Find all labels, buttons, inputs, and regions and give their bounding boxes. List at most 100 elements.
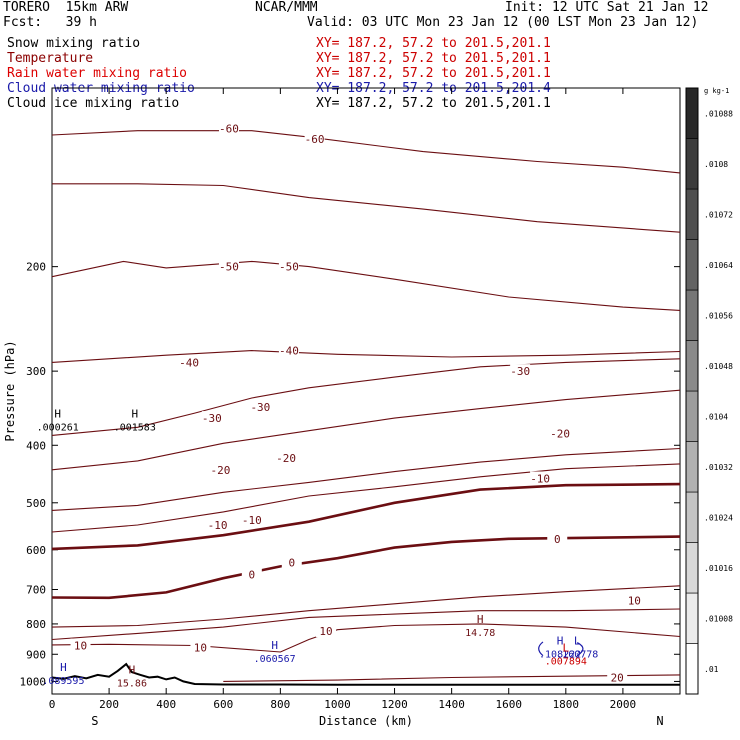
contour-label-bg <box>276 450 297 464</box>
temperature-contour-label: 10 <box>74 640 87 653</box>
x-tick-label: 0 <box>49 698 56 711</box>
field-name-temperature: Temperature <box>7 51 94 66</box>
temperature-contour-m20 <box>51 389 681 471</box>
colorbar-label: .0108 <box>704 160 728 169</box>
y-tick-label: 500 <box>26 497 46 510</box>
y-tick-label: 800 <box>26 618 46 631</box>
colorbar-label: .01016 <box>704 564 733 573</box>
extremum-marker: H <box>54 408 61 421</box>
cloud-water-contour <box>538 641 544 657</box>
colorbar-segment <box>685 138 699 190</box>
x-tick-label: 2000 <box>610 698 637 711</box>
contour-label-bg <box>190 640 211 654</box>
temperature-contour-label: -60 <box>219 122 239 135</box>
colorbar-label: .01048 <box>704 362 733 371</box>
y-tick-label: 900 <box>26 648 46 661</box>
extremum-value: .007894 <box>545 657 587 668</box>
temperature-contour-m60 <box>52 183 681 233</box>
colorbar-segment <box>685 289 699 341</box>
contour-label-bg <box>547 531 568 545</box>
contour-label-bg <box>530 471 551 485</box>
contour-label-bg <box>210 462 231 476</box>
y-tick-label: 200 <box>26 261 46 274</box>
extremum-value: .089595 <box>42 676 84 687</box>
terrain-line <box>51 662 680 686</box>
extremum-marker: H <box>271 639 278 652</box>
field-xy-temperature: XY= 187.2, 57.2 to 201.5,201.1 <box>316 51 551 66</box>
contour-label-bg <box>304 132 325 146</box>
temperature-contour-10 <box>51 623 681 653</box>
temperature-contour-m10 <box>51 447 681 511</box>
temperature-contour-label: -10 <box>242 514 262 527</box>
extremum-marker: H <box>557 634 564 647</box>
extremum-value: .001583 <box>114 423 156 434</box>
x-tick-label: 1000 <box>324 698 351 711</box>
temperature-contour-m30 <box>51 358 681 436</box>
temperature-contour-label: 0 <box>288 556 295 569</box>
field-name-cloud-ice: Cloud ice mixing ratio <box>7 96 180 111</box>
extremum-value: .108222 <box>539 649 581 660</box>
temperature-contour-m40 <box>51 350 681 363</box>
colorbar-segment <box>685 340 699 392</box>
extremum-value: .160778 <box>556 649 598 660</box>
temperature-contour-label: 0 <box>249 568 256 581</box>
contour-label-bg <box>201 411 222 425</box>
contour-label-bg <box>241 513 262 527</box>
temperature-contour-label: -50 <box>219 261 239 274</box>
field-name-rain: Rain water mixing ratio <box>7 66 188 81</box>
field-xy-rain: XY= 187.2, 57.2 to 201.5,201.1 <box>316 66 551 81</box>
colorbar-label: .01008 <box>704 614 733 623</box>
contour-label-bg <box>510 364 531 378</box>
temperature-contour-label: -50 <box>279 261 299 274</box>
temperature-contour-label: -40 <box>279 345 299 358</box>
colorbar-label: .01032 <box>704 463 733 472</box>
colorbar-segment <box>685 542 699 594</box>
colorbar-label: .01064 <box>704 261 733 270</box>
north-end-label: N <box>656 714 663 728</box>
valid-time: Valid: 03 UTC Mon 23 Jan 12 (00 LST Mon … <box>307 15 699 30</box>
temperature-contour-label: 10 <box>319 625 332 638</box>
colorbar-label: .01056 <box>704 311 733 320</box>
colorbar-label: .01024 <box>704 513 733 522</box>
extremum-value: .000261 <box>37 423 79 434</box>
plot-frame <box>51 87 681 695</box>
field-xy-snow: XY= 187.2, 57.2 to 201.5,201.1 <box>316 36 551 51</box>
model-title: TORERO 15km ARW <box>3 0 129 15</box>
colorbar-segment <box>685 441 699 493</box>
colorbar-frame <box>685 87 699 695</box>
temperature-contour-label: -20 <box>276 452 296 465</box>
colorbar-unit: g kg-1 <box>704 87 729 95</box>
temperature-contour-10 <box>51 585 681 628</box>
contour-label-bg <box>207 517 228 531</box>
contour-label-bg <box>70 638 91 652</box>
colorbar-label: .01 <box>704 665 719 674</box>
contour-label-bg <box>607 670 628 684</box>
colorbar-label: .01072 <box>704 210 733 219</box>
contour-label-bg <box>316 624 337 638</box>
colorbar-segment <box>685 592 699 644</box>
contour-label-bg <box>179 355 200 369</box>
contour-label-bg <box>218 259 239 273</box>
contour-label-bg <box>278 343 299 357</box>
temperature-contour-m50 <box>51 260 681 311</box>
y-axis-label: Pressure (hPa) <box>3 340 17 441</box>
extremum-marker: H <box>131 408 138 421</box>
temperature-contour-label: -10 <box>208 519 228 532</box>
init-time: Init: 12 UTC Sat 21 Jan 12 <box>505 0 709 15</box>
temperature-contour-label: 0 <box>554 533 561 546</box>
y-tick-label: 700 <box>26 584 46 597</box>
contour-label-bg <box>241 567 262 581</box>
contour-label-bg <box>218 121 239 135</box>
temperature-contour-0 <box>51 535 681 600</box>
extremum-marker: L <box>574 634 581 647</box>
y-tick-label: 300 <box>26 365 46 378</box>
x-axis-label: Distance (km) <box>319 714 413 728</box>
x-tick-label: 1400 <box>438 698 465 711</box>
extremum-value: 15.86 <box>117 679 147 690</box>
temperature-contour-label: -10 <box>530 472 550 485</box>
temperature-contour-10 <box>51 608 681 641</box>
temperature-contour-label: 20 <box>611 672 624 685</box>
contour-label-bg <box>250 400 271 414</box>
temperature-contour-m10 <box>51 463 681 533</box>
